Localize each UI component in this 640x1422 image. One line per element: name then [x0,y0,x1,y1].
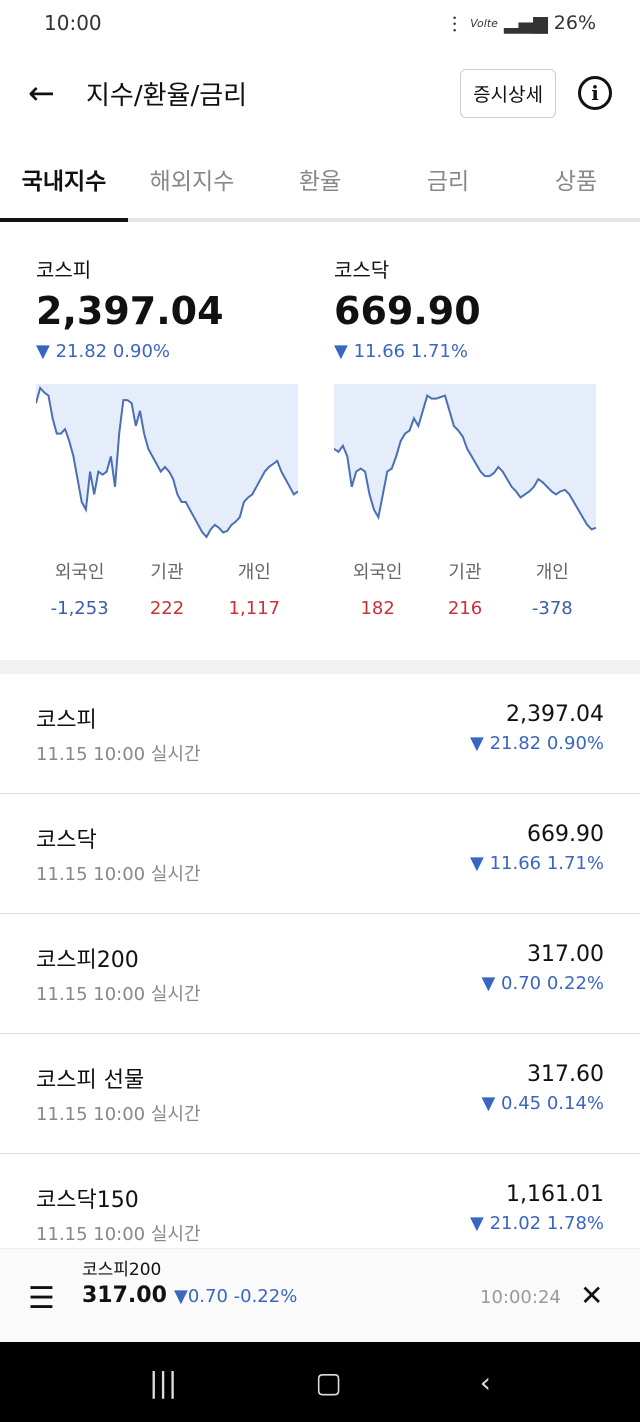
item-price: 317.60 [527,1062,604,1087]
item-change: ▼ 11.66 1.71% [470,853,604,874]
recent-apps-icon[interactable]: ||| [149,1365,178,1399]
index-value: 669.90 [334,289,481,333]
investor-label: 기관 [448,562,482,583]
sparkline-chart [36,384,298,539]
item-name: 코스피 선물 [36,1068,145,1093]
item-time: 11.15 10:00 실시간 [36,1104,201,1125]
back-arrow-icon[interactable]: ← [28,74,55,112]
kospi-summary[interactable]: 코스피 2,397.04 ▼ 21.82 0.90% 외국인 -1,253 기관 2… [36,254,334,660]
ticker-time: 10:00:24 [480,1287,561,1308]
list-item[interactable]: 코스닥 11.15 10:00 실시간 669.90 ▼ 11.66 1.71% [0,794,640,914]
section-divider [0,660,640,674]
investor-value: 1,117 [228,598,281,619]
tab-bar: 국내지수 해외지수 환율 금리 상품 [0,140,640,222]
list-item[interactable]: 코스피200 11.15 10:00 실시간 317.00 ▼ 0.70 0.22% [0,914,640,1034]
status-time: 10:00 [44,11,102,35]
index-change: ▼ 11.66 1.71% [334,341,468,362]
investor-value: -1,253 [50,598,109,619]
index-list: 코스피 11.15 10:00 실시간 2,397.04 ▼ 21.82 0.90% … [0,674,640,1274]
item-time: 11.15 10:00 실시간 [36,864,201,885]
system-nav-bar: ||| ▢ ‹ [0,1342,640,1422]
investor-label: 개인 [237,562,271,583]
item-change: ▼ 21.82 0.90% [470,733,604,754]
investor-value: -378 [531,598,573,619]
item-change: ▼ 21.02 1.78% [470,1213,604,1234]
mini-ticker-bar[interactable]: ☰ 코스피200 317.00 ▼0.70 -0.22% 10:00:24 ✕ [0,1248,640,1342]
item-change: ▼ 0.70 0.22% [481,973,604,994]
menu-icon[interactable]: ☰ [28,1281,55,1316]
investor-flows: 외국인 -1,253 기관 222 개인 1,117 [36,558,298,619]
index-name: 코스피 [36,258,92,282]
index-change: ▼ 21.82 0.90% [36,341,170,362]
tab-exchange-rate[interactable]: 환율 [298,169,342,195]
item-price: 317.00 [527,942,604,967]
sparkline-area [334,384,596,530]
sparkline-chart [334,384,596,531]
sparkline-area [36,384,298,537]
investor-label: 기관 [150,562,184,583]
item-name: 코스피200 [36,948,139,973]
item-change: ▼ 0.45 0.14% [481,1093,604,1114]
investor-flows: 외국인 182 기관 216 개인 -378 [334,558,596,619]
list-item[interactable]: 코스피 11.15 10:00 실시간 2,397.04 ▼ 21.82 0.90% [0,674,640,794]
investor-value: 222 [149,598,185,619]
tab-commodities[interactable]: 상품 [554,169,598,195]
wifi-icon: ︙ [445,13,465,36]
ticker-name: 코스피200 [82,1260,162,1280]
item-name: 코스닥 [36,828,97,853]
signal-icon: ▂▄▆ [503,12,548,34]
kosdaq-summary[interactable]: 코스닥 669.90 ▼ 11.66 1.71% 외국인 182 기관 216 개인… [334,254,632,660]
home-icon[interactable]: ▢ [315,1365,342,1399]
info-icon[interactable]: i [578,76,612,110]
index-value: 2,397.04 [36,289,224,333]
tab-interest-rate[interactable]: 금리 [426,169,470,195]
status-bar: 10:00 ︙ Volte ▂▄▆ 26% [0,0,640,46]
ticker-change: ▼0.70 -0.22% [174,1286,298,1307]
item-price: 2,397.04 [506,702,604,727]
index-name: 코스닥 [334,258,390,282]
page-title: 지수/환율/금리 [86,80,248,111]
item-time: 11.15 10:00 실시간 [36,984,201,1005]
list-item[interactable]: 코스피 선물 11.15 10:00 실시간 317.60 ▼ 0.45 0.14% [0,1034,640,1154]
item-name: 코스닥150 [36,1188,139,1213]
investor-label: 개인 [535,562,569,583]
investor-value: 216 [447,598,483,619]
ticker-price: 317.00 [82,1283,167,1308]
app-header: ← 지수/환율/금리 증시상세 i [0,46,640,140]
sparkline-line [36,385,298,539]
item-price: 1,161.01 [506,1182,604,1207]
market-detail-button[interactable]: 증시상세 [460,68,556,118]
list-item[interactable]: 코스닥150 11.15 10:00 실시간 1,161.01 ▼ 21.02 1.7… [0,1154,640,1274]
battery-level: 26% [553,12,596,34]
item-name: 코스피 [36,708,97,733]
investor-label: 외국인 [54,562,105,583]
tab-domestic-index[interactable]: 국내지수 [0,140,128,222]
item-time: 11.15 10:00 실시간 [36,744,201,765]
index-summary: 코스피 2,397.04 ▼ 21.82 0.90% 외국인 -1,253 기관 2… [0,222,640,660]
close-icon[interactable]: ✕ [580,1279,604,1312]
investor-label: 외국인 [352,562,403,583]
investor-value: 182 [360,598,395,619]
item-time: 11.15 10:00 실시간 [36,1224,201,1245]
tab-overseas-index[interactable]: 해외지수 [149,169,235,195]
sparkline-line [334,393,596,531]
network-label: Volte [470,16,498,30]
back-nav-icon[interactable]: ‹ [479,1365,491,1399]
item-price: 669.90 [527,822,604,847]
